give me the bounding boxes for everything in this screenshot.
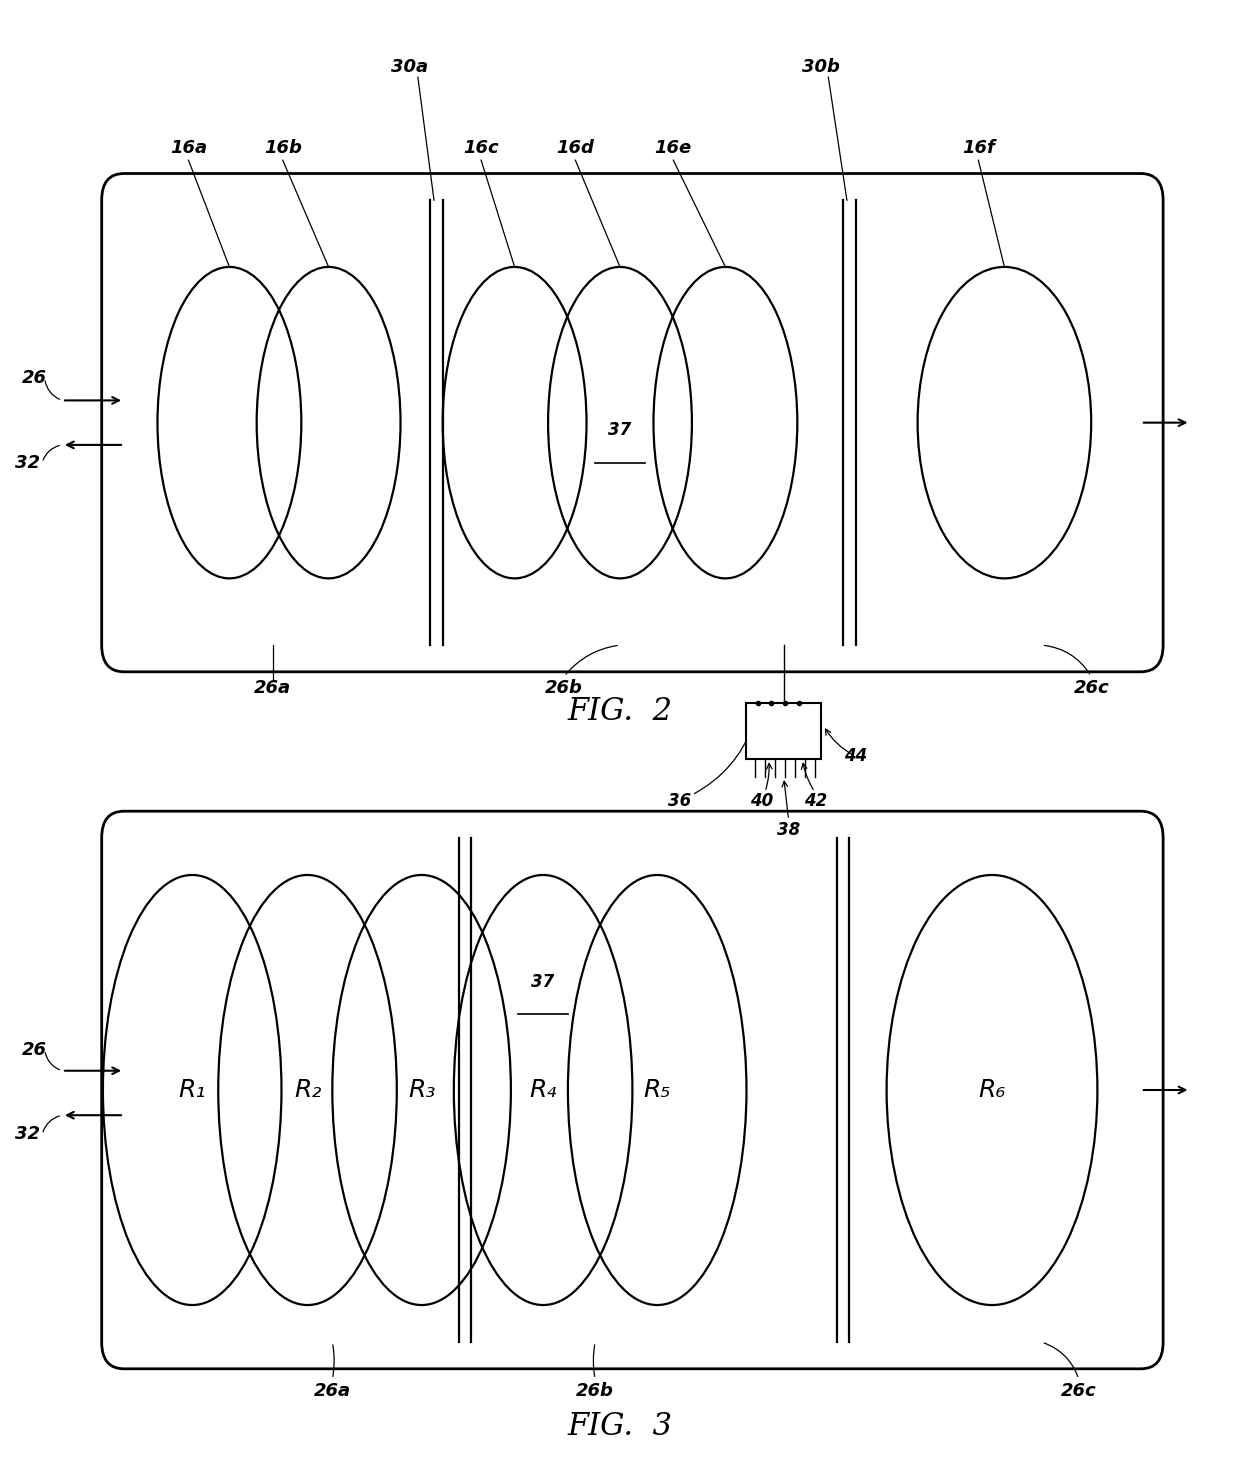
Text: 30b: 30b [802,58,839,76]
Text: 40: 40 [750,792,773,810]
Text: 36: 36 [668,792,691,810]
Text: 32: 32 [15,454,40,472]
FancyBboxPatch shape [102,174,1163,672]
Text: 42: 42 [805,792,827,810]
Text: R₁: R₁ [179,1078,206,1102]
Text: 26a: 26a [314,1382,351,1400]
Text: 26c: 26c [1074,679,1109,697]
Text: 37: 37 [532,973,554,991]
Text: R₆: R₆ [978,1078,1006,1102]
Text: R₃: R₃ [408,1078,435,1102]
Text: R₄: R₄ [529,1078,557,1102]
Text: FIG.  2: FIG. 2 [568,697,672,727]
Text: 16a: 16a [170,139,207,157]
Text: 16f: 16f [962,139,994,157]
Text: 44: 44 [844,747,867,765]
Text: 26c: 26c [1061,1382,1096,1400]
Text: 26a: 26a [254,679,291,697]
Text: R₅: R₅ [644,1078,671,1102]
Text: 38: 38 [777,822,800,839]
Text: 16d: 16d [557,139,594,157]
Text: 26: 26 [22,1041,47,1059]
Text: 16e: 16e [655,139,692,157]
Text: FIG.  3: FIG. 3 [568,1412,672,1441]
Text: 32: 32 [15,1126,40,1143]
Text: 26b: 26b [577,1382,614,1400]
Text: 26: 26 [22,369,47,387]
Text: 26b: 26b [546,679,583,697]
Text: 16c: 16c [464,139,498,157]
Text: 30a: 30a [391,58,428,76]
Text: 37: 37 [609,421,631,439]
Bar [746,703,821,759]
FancyBboxPatch shape [102,811,1163,1369]
Text: 16b: 16b [264,139,301,157]
Text: R₂: R₂ [294,1078,321,1102]
